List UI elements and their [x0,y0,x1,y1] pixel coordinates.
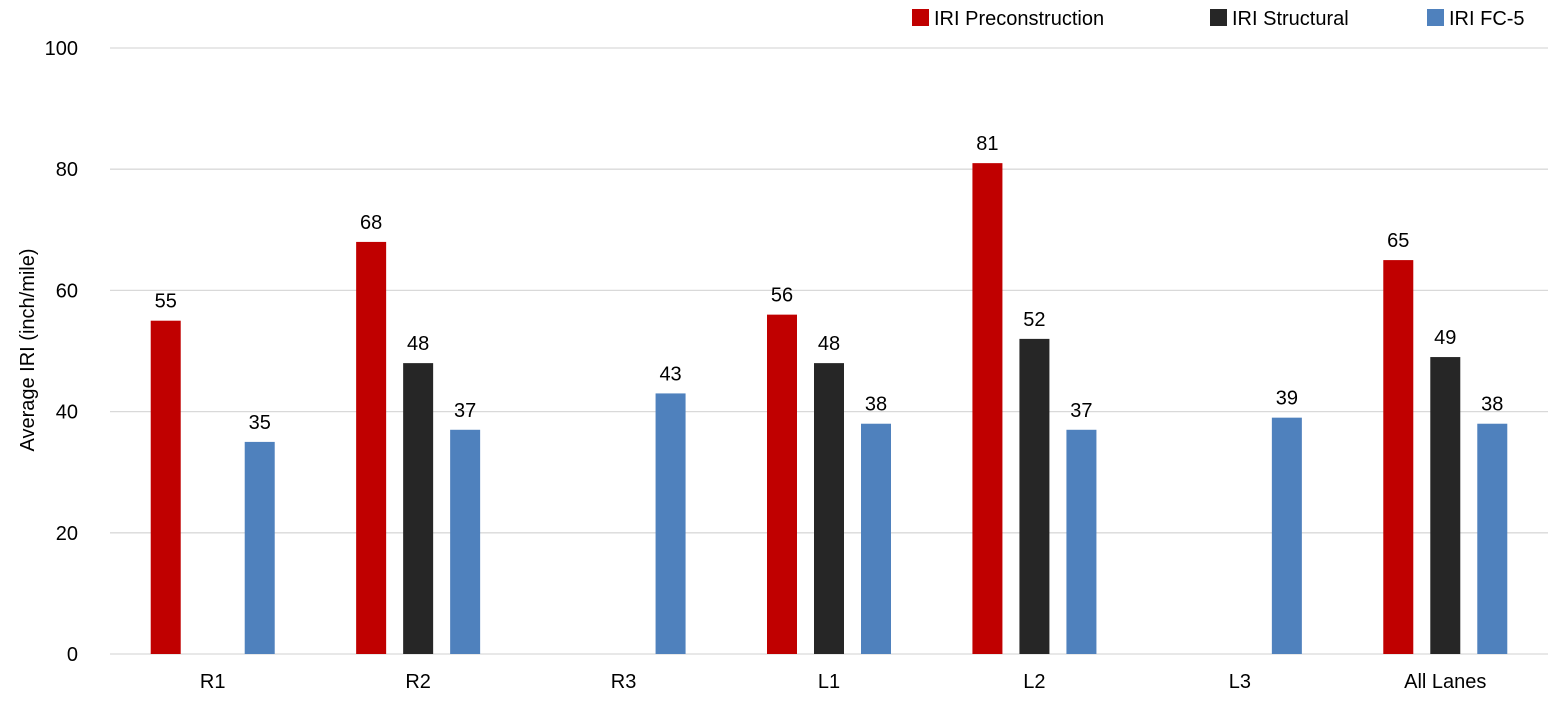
x-tick-label: R3 [611,671,637,693]
bars [150,163,1508,655]
legend-swatch [1427,9,1444,26]
data-label: 37 [1070,400,1092,422]
bar-l1-0 [767,314,797,654]
data-label: 49 [1434,327,1456,349]
x-tick-label: R2 [405,671,431,693]
data-label: 56 [771,285,793,307]
x-tick-label: L2 [1023,671,1045,693]
bar-r1-0 [150,320,181,654]
data-label: 48 [818,333,840,355]
data-label: 55 [155,291,177,313]
bar-all-lanes-1 [1430,357,1461,654]
data-label: 35 [249,412,271,434]
legend: IRI Preconstruction IRI Structural IRI FC-… [912,8,1525,30]
bar-l2-0 [972,163,1003,654]
x-tick-label: L3 [1229,671,1251,693]
bar-l2-2 [1066,429,1097,654]
legend-label: IRI Preconstruction [934,8,1104,30]
x-tick-label: R1 [200,671,226,693]
x-tick-label: All Lanes [1404,671,1486,693]
data-label: 38 [1481,394,1503,416]
data-label: 65 [1387,230,1409,252]
bar-r1-2 [244,441,275,654]
y-tick-label: 80 [56,159,78,181]
data-label: 43 [659,363,681,385]
x-tick-label: L1 [818,671,840,693]
bar-r2-2 [450,429,481,654]
y-tick-label: 60 [56,280,78,302]
bar-r2-1 [403,363,434,654]
data-label: 39 [1276,388,1298,410]
data-label: 38 [865,394,887,416]
data-label: 52 [1023,309,1045,331]
bar-l1-2 [861,423,891,654]
y-tick-label: 100 [45,38,78,60]
y-tick-label: 40 [56,402,78,424]
data-label: 81 [976,133,998,155]
x-axis-ticks: R1 R2 R3 L1 L2 L3 All Lanes [200,671,1487,693]
data-label: 68 [360,212,382,234]
bar-l3-2 [1271,417,1302,654]
bar-l1-1 [814,363,844,654]
bar-all-lanes-0 [1383,260,1414,654]
legend-label: IRI FC-5 [1449,8,1525,30]
bar-r2-0 [356,241,387,655]
data-label: 37 [454,400,476,422]
y-axis-title: Average IRI (inch/mile) [17,248,39,451]
y-tick-label: 0 [67,644,78,666]
bar-all-lanes-2 [1477,423,1508,654]
legend-swatch [912,9,929,26]
legend-label: IRI Structural [1232,8,1349,30]
y-tick-label: 20 [56,523,78,545]
data-labels: 55 68 56 81 65 48 48 52 49 35 37 43 38 37 39 38 [155,133,1504,434]
y-axis-ticks: 0 20 40 60 80 100 [45,38,78,666]
bar-r3-2 [655,393,686,654]
data-label: 48 [407,333,429,355]
bar-l2-1 [1019,338,1050,654]
legend-swatch [1210,9,1227,26]
